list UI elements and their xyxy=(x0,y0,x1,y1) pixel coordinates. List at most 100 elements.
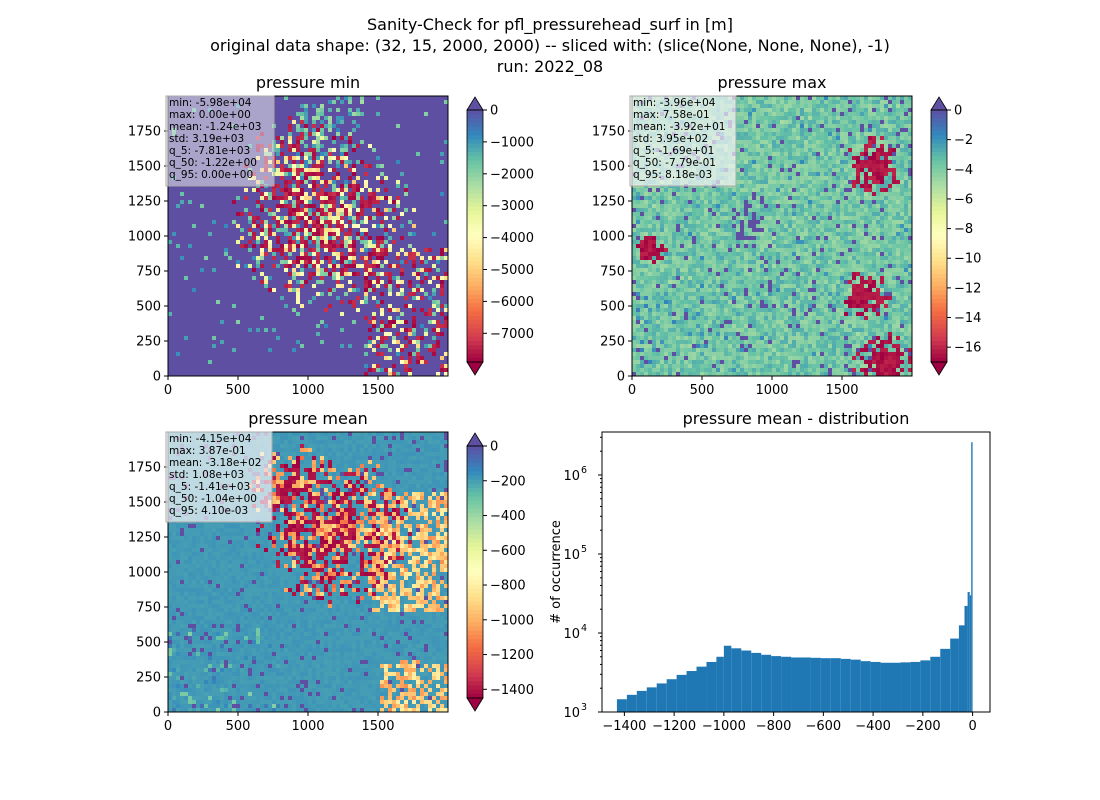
y-tick-label: 10 xyxy=(563,706,580,721)
stats-line: q_5: -7.81e+03 xyxy=(169,145,250,157)
histogram-bar xyxy=(800,657,811,712)
stats-line: q_95: 8.18e-03 xyxy=(633,169,712,181)
y-tick-label: 1750 xyxy=(592,125,625,140)
histogram-bar xyxy=(771,656,782,712)
histogram-bar xyxy=(626,694,637,712)
histogram-panel: pressure mean - distribution −1400 −1200 −1… xyxy=(549,409,991,734)
histogram-bar xyxy=(850,659,861,712)
x-tick-label: −200 xyxy=(905,719,941,734)
colorbar-extend-max xyxy=(466,96,484,111)
x-tick-label: 500 xyxy=(226,383,251,398)
histogram-bar xyxy=(761,654,772,712)
colorbar-tick-label: −6000 xyxy=(490,295,534,310)
y-tick-label: 1000 xyxy=(128,230,161,245)
panel-title: pressure mean - distribution xyxy=(683,409,910,428)
y-tick-label: 250 xyxy=(136,671,161,686)
colorbar-frame xyxy=(930,109,948,363)
histogram-bar xyxy=(636,690,647,712)
colorbar-tick-label: −4 xyxy=(954,163,973,178)
histogram-bar xyxy=(706,661,717,712)
y-tick-label: 1500 xyxy=(592,160,625,175)
x-tick-label: 1500 xyxy=(361,719,394,734)
colorbar-tick-label: −400 xyxy=(490,509,526,524)
colorbar-tick-label: −200 xyxy=(490,474,526,489)
heatmap-cells xyxy=(632,96,913,377)
colorbar-tick-label: 0 xyxy=(954,104,962,119)
colorbar-tick-label: −2 xyxy=(954,133,973,148)
heatmap-panel-1: pressure min 0 500 1000 1500 0 250 500 750 1000 12… xyxy=(128,73,534,398)
histogram-bar xyxy=(781,656,792,712)
x-tick-label: 0 xyxy=(164,719,172,734)
stats-line: std: 1.08e+03 xyxy=(169,469,244,481)
heatmap-cells xyxy=(168,432,449,713)
x-tick-label: −1400 xyxy=(602,719,646,734)
stats-line: std: 3.95e+02 xyxy=(633,133,708,145)
heatmap-panel-3: pressure mean 0 500 1000 1500 0 250 500 750 1000 1… xyxy=(128,409,534,734)
colorbar-tick-label: −12 xyxy=(954,281,981,296)
colorbar: 0 −200 −400 −600 −800 −1000 −1200 −1400 xyxy=(466,432,534,712)
heatmap-panel-2: pressure max 0 500 1000 1500 0 250 500 750 1000 12… xyxy=(592,73,982,398)
histogram-bar xyxy=(810,657,821,712)
y-tick-label: 750 xyxy=(136,265,161,280)
stats-line: mean: -3.92e+01 xyxy=(633,121,725,133)
y-tick-label: 10 xyxy=(563,548,580,563)
colorbar-tick-label: 0 xyxy=(490,104,498,119)
histogram-bar xyxy=(656,683,667,712)
y-tick-label: 1500 xyxy=(128,496,161,511)
histogram-bar xyxy=(930,656,941,712)
histogram-bar xyxy=(616,699,627,712)
colorbar-extend-min xyxy=(466,697,484,712)
stats-line: q_50: -1.22e+00 xyxy=(169,157,257,169)
histogram-bar xyxy=(950,638,959,712)
x-tick-label: 1000 xyxy=(291,719,324,734)
x-tick-label: 0 xyxy=(628,383,636,398)
colorbar-tick-label: −800 xyxy=(490,579,526,594)
stats-line: min: -4.15e+04 xyxy=(169,433,252,445)
colorbar-extend-max xyxy=(930,96,948,111)
y-tick-label: 500 xyxy=(136,636,161,651)
stats-line: q_95: 0.00e+00 xyxy=(169,169,253,181)
histogram-bar xyxy=(696,666,707,712)
histogram-bar xyxy=(676,674,687,712)
figure-title-line-1: Sanity-Check for pfl_pressurehead_surf i… xyxy=(367,15,733,34)
histogram-bar xyxy=(741,650,752,712)
y-tick-label: 250 xyxy=(600,335,625,350)
y-tick-label: 1000 xyxy=(592,230,625,245)
histogram-bar xyxy=(969,595,972,712)
stats-line: std: 3.19e+03 xyxy=(169,133,244,145)
y-tick-exponent: 6 xyxy=(581,465,587,476)
colorbar-tick-label: −7000 xyxy=(490,327,534,342)
y-tick-label: 1250 xyxy=(128,531,161,546)
y-tick-label: 1750 xyxy=(128,125,161,140)
histogram-bar xyxy=(646,687,657,712)
stats-line: min: -5.98e+04 xyxy=(169,97,252,109)
y-tick-label: 10 xyxy=(563,469,580,484)
colorbar-tick-label: −1000 xyxy=(490,613,534,628)
stats-line: q_95: 4.10e-03 xyxy=(169,505,248,517)
y-tick-label: 1500 xyxy=(128,160,161,175)
colorbar-extend-min xyxy=(930,361,948,376)
colorbar: 0 −2 −4 −6 −8 −10 −12 −14 −16 xyxy=(930,96,981,376)
y-tick-label: 1250 xyxy=(592,195,625,210)
stats-line: mean: -3.18e+02 xyxy=(169,457,261,469)
panel-title: pressure max xyxy=(717,73,826,92)
y-tick-label: 500 xyxy=(600,300,625,315)
histogram-bar xyxy=(900,662,911,712)
colorbar-tick-label: −3000 xyxy=(490,199,534,214)
y-tick-label: 750 xyxy=(136,601,161,616)
stats-line: max: 7.58e-01 xyxy=(633,109,710,121)
stats-box-background xyxy=(629,95,737,187)
x-tick-label: −400 xyxy=(855,719,891,734)
y-tick-exponent: 5 xyxy=(581,544,587,555)
histogram-bar xyxy=(910,661,921,712)
y-tick-label: 1250 xyxy=(128,195,161,210)
colorbar-tick-label: −1200 xyxy=(490,648,534,663)
colorbar-tick-label: −6 xyxy=(954,192,973,207)
x-tick-label: −800 xyxy=(756,719,792,734)
y-tick-label: 1750 xyxy=(128,461,161,476)
histogram-bar xyxy=(860,661,871,712)
colorbar-tick-label: −600 xyxy=(490,544,526,559)
